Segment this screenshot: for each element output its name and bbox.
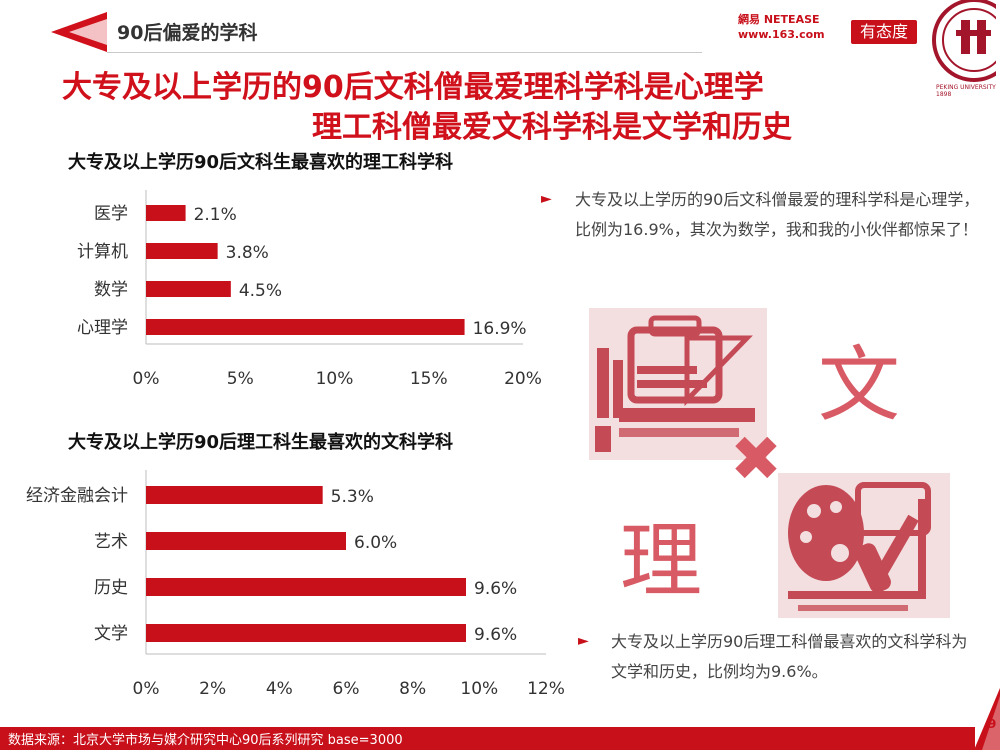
tick-label: 15% bbox=[410, 369, 448, 389]
section-label: 90后偏爱的学科 bbox=[117, 22, 258, 44]
note1-bullet-icon: ► bbox=[541, 191, 552, 207]
netease-logo-text: 網易 NETEASE www.163.com bbox=[738, 13, 825, 41]
category-label: 经济金融会计 bbox=[26, 486, 128, 506]
bar bbox=[146, 624, 466, 642]
category-label: 医学 bbox=[94, 204, 128, 224]
data-label: 16.9% bbox=[473, 319, 527, 339]
tick-label: 12% bbox=[527, 679, 565, 699]
data-label: 4.5% bbox=[239, 281, 282, 301]
tick-label: 6% bbox=[333, 679, 360, 699]
pku-seal-icon bbox=[932, 0, 1000, 82]
bar bbox=[146, 578, 466, 596]
headline-line2: 理工科僧最爱文科学科是文学和历史 bbox=[312, 110, 792, 145]
art-illustration bbox=[778, 473, 950, 618]
pku-seal-text: PEKING UNIVERSITY 1898 bbox=[936, 84, 996, 98]
category-label: 文学 bbox=[94, 624, 128, 644]
headline-line1: 大专及以上学历的90后文科僧最爱理科学科是心理学 bbox=[62, 70, 764, 105]
stationery-illustration bbox=[589, 308, 767, 460]
chart1-title: 大专及以上学历90后文科生最喜欢的理工科学科 bbox=[68, 152, 454, 173]
bar bbox=[146, 243, 218, 259]
chart2-bar-chart: 经济金融会计 5.3% 艺术 6.0% 历史 9.6% 文学 9.6% 0% 2% 4% 6% 8% 10… bbox=[26, 470, 565, 699]
bar bbox=[146, 532, 346, 550]
bar bbox=[146, 319, 465, 335]
char-wen: 文 bbox=[818, 338, 901, 433]
bar bbox=[146, 205, 186, 221]
bar bbox=[146, 281, 231, 297]
tick-label: 10% bbox=[316, 369, 354, 389]
char-li: 理 bbox=[620, 514, 703, 609]
tick-label: 0% bbox=[133, 369, 160, 389]
data-label: 9.6% bbox=[474, 579, 517, 599]
pku-seal: PEKING UNIVERSITY 1898 bbox=[930, 0, 1000, 98]
footer-bar bbox=[0, 727, 975, 750]
category-label: 数学 bbox=[94, 280, 128, 300]
youtaidu-logo-text: 有态度 bbox=[859, 22, 908, 41]
tick-label: 5% bbox=[227, 369, 254, 389]
footer-source: 数据来源：北京大学市场与媒介研究中心90后系列研究 base=3000 bbox=[8, 733, 403, 748]
chart1-bar-chart: 医学 2.1% 计算机 3.8% 数学 4.5% 心理学 16.9% 0% 5% 10% 15% 20% bbox=[77, 190, 542, 389]
category-label: 计算机 bbox=[77, 242, 128, 262]
note2-text: 大专及以上学历90后理工科僧最喜欢的文科学科为文学和历史，比例均为9.6%。 bbox=[611, 632, 968, 681]
data-label: 2.1% bbox=[194, 205, 237, 225]
data-label: 6.0% bbox=[354, 533, 397, 553]
note1-text: 大专及以上学历的90后文科僧最爱的理科学科是心理学，比例为16.9%，其次为数学… bbox=[575, 190, 980, 239]
netease-logo: 網易 NETEASE www.163.com bbox=[738, 12, 846, 48]
art-palette-icon bbox=[788, 482, 931, 611]
bar bbox=[146, 486, 323, 504]
header-divider bbox=[107, 52, 702, 53]
stationery-tools-icon bbox=[595, 315, 755, 452]
category-label: 艺术 bbox=[94, 532, 128, 552]
category-label: 历史 bbox=[94, 578, 128, 598]
tick-label: 0% bbox=[133, 679, 160, 699]
youtaidu-logo: 有态度 bbox=[851, 20, 917, 44]
data-label: 5.3% bbox=[331, 487, 374, 507]
tick-label: 4% bbox=[266, 679, 293, 699]
cross-icon: ✖ bbox=[730, 422, 782, 495]
page-corner-icon bbox=[974, 688, 1000, 750]
tick-label: 10% bbox=[460, 679, 498, 699]
data-label: 3.8% bbox=[226, 243, 269, 263]
data-label: 9.6% bbox=[474, 625, 517, 645]
tick-label: 2% bbox=[199, 679, 226, 699]
tick-label: 20% bbox=[504, 369, 542, 389]
header-arrow-icon bbox=[51, 12, 107, 52]
page-number: 9 bbox=[988, 717, 997, 731]
category-label: 心理学 bbox=[77, 318, 128, 338]
chart2-title: 大专及以上学历90后理工科生最喜欢的文科学科 bbox=[68, 432, 454, 453]
tick-label: 8% bbox=[399, 679, 426, 699]
note2-bullet-icon: ► bbox=[578, 633, 589, 649]
